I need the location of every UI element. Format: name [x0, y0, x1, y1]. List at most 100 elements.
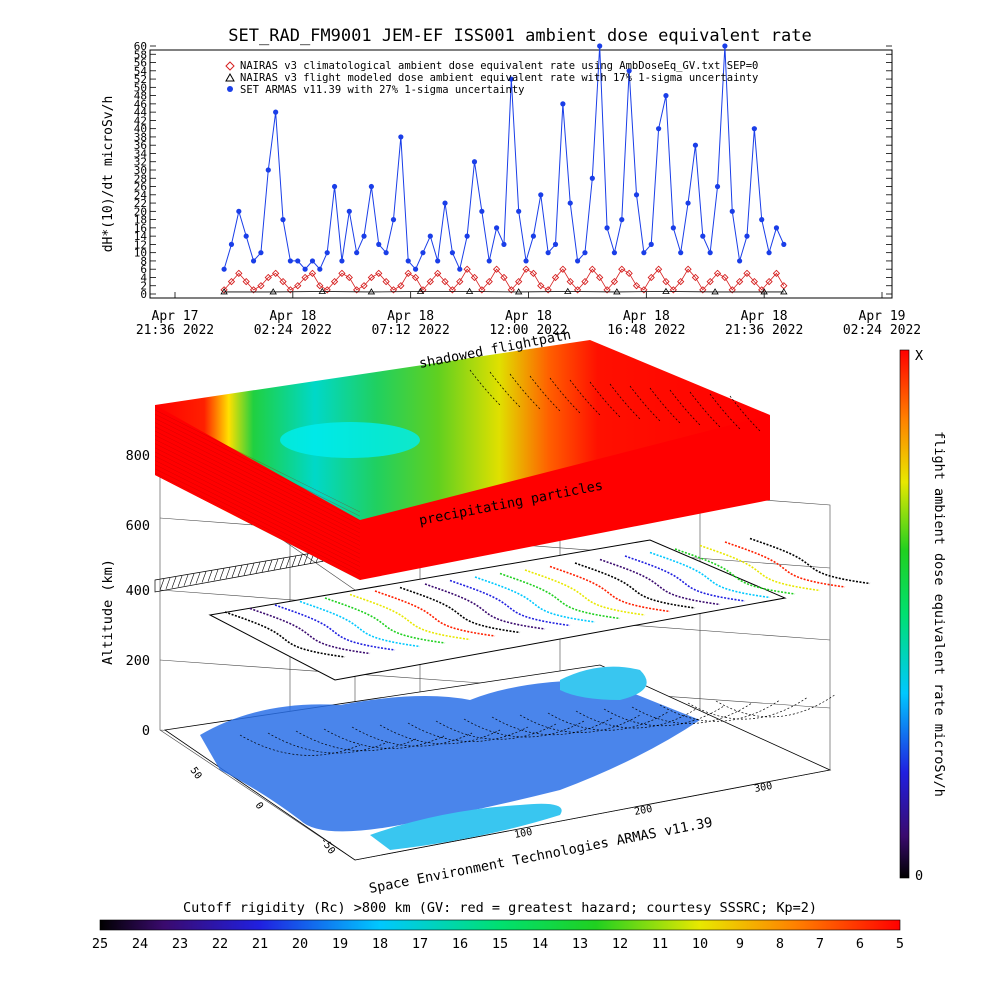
series-point-climatological: [470, 273, 479, 282]
series-point-climatological: [316, 282, 324, 290]
colorbar-bottom-label: 0: [915, 868, 923, 884]
legend-entry-nairas-climatological: NAIRAS v3 climatological ambient dose eq…: [240, 60, 758, 72]
series-point-armas: [361, 233, 367, 239]
slab-hatch-line: [154, 430, 361, 534]
series-point-flight: [367, 288, 376, 295]
series-point-armas: [501, 241, 507, 247]
series-point-armas: [560, 101, 566, 107]
series-point-armas: [486, 258, 492, 264]
bottom-colorbar-label: Cutoff rigidity (Rc) >800 km (GV: red = …: [183, 900, 817, 916]
altitude-tick-label: 800: [126, 448, 150, 464]
series-point-climatological: [441, 277, 449, 286]
series-point-armas: [626, 68, 632, 74]
x-tick-label-time: 12:00 2022: [489, 323, 567, 338]
bottom-colorbar-tick: 5: [896, 936, 904, 952]
series-point-climatological: [640, 286, 648, 294]
series-point-armas: [243, 233, 249, 239]
series-point-climatological: [654, 265, 663, 273]
series-point-armas: [722, 43, 728, 49]
bottom-colorbar-tick: 22: [212, 936, 228, 952]
series-point-climatological: [765, 277, 773, 286]
y-tick-label: 46: [134, 98, 147, 111]
dose-rate-chart: SET_RAD_FM9001 JEM-EF ISS001 ambient dos…: [101, 26, 921, 338]
slab-track: [569, 379, 601, 416]
series-point-armas: [457, 266, 463, 272]
series-point-armas: [493, 225, 500, 231]
series-point-armas: [420, 250, 426, 256]
y-tick-label: 24: [134, 189, 148, 202]
altitude-tick-label: 200: [126, 653, 150, 669]
bottom-colorbar-tick: 11: [652, 936, 668, 952]
slab-track: [609, 383, 641, 420]
series-point-armas: [538, 192, 544, 198]
slab-hatch-line: [154, 426, 361, 530]
series-point-climatological: [463, 265, 471, 273]
series-point-climatological: [610, 277, 619, 286]
series-point-climatological: [323, 286, 331, 294]
series-point-armas: [714, 183, 721, 190]
series-point-armas: [567, 200, 573, 206]
x-tick-label-time: 02:24 2022: [843, 323, 921, 338]
series-point-flight: [711, 288, 719, 295]
circle-marker-icon: [227, 86, 233, 92]
series-point-armas: [236, 208, 242, 214]
shadow-hatch-line: [225, 567, 231, 579]
series-point-climatological: [257, 282, 265, 290]
bottom-colorbar-tick: 24: [132, 936, 148, 952]
right-colorbar: X 0 flight ambient dose equivalent rate …: [899, 348, 947, 884]
y-tick-label: 22: [134, 197, 147, 210]
series-point-armas: [309, 258, 316, 264]
series-point-armas: [589, 175, 595, 181]
series-point-armas: [287, 258, 293, 264]
series-point-climatological: [551, 273, 560, 282]
series-point-climatological: [345, 273, 353, 282]
slab-hatch-line: [154, 472, 361, 576]
slab-hatch-line: [154, 447, 361, 551]
series-point-flight: [613, 288, 621, 295]
shadow-hatch-line: [201, 571, 207, 583]
bottom-colorbar-tick: 12: [612, 936, 628, 952]
longitude-ticks: 100 200 300: [513, 781, 773, 841]
y-tick-label: 38: [134, 131, 147, 144]
series-point-armas: [368, 183, 374, 190]
series-point-climatological: [728, 286, 736, 294]
series-point-climatological: [286, 286, 295, 294]
series-point-climatological: [596, 273, 604, 282]
series-point-flight: [564, 287, 572, 294]
chart-title: SET_RAD_FM9001 JEM-EF ISS001 ambient dos…: [228, 26, 811, 46]
bottom-colorbar-gradient: [99, 919, 901, 931]
slab-hatch-line: [154, 468, 361, 572]
right-colorbar-label: flight ambient dose equivalent rate micr…: [931, 431, 947, 797]
longitude-tick-label: 100: [513, 827, 533, 841]
series-point-armas: [663, 93, 669, 99]
slab-hatch-line: [154, 439, 361, 542]
bottom-colorbar-tick: 8: [776, 936, 784, 952]
series-point-armas: [390, 217, 397, 223]
series-point-armas: [405, 258, 411, 264]
y-tick-label: 14: [134, 230, 148, 243]
southern-landmass: [370, 803, 562, 850]
y-tick-label: 48: [134, 90, 147, 103]
shadow-hatch-line: [255, 562, 261, 574]
series-point-armas: [280, 217, 286, 223]
series-point-climatological: [279, 277, 287, 286]
slab-track: [629, 385, 661, 422]
series-point-climatological: [382, 277, 390, 286]
series-point-climatological: [735, 277, 744, 286]
series-point-flight: [269, 288, 277, 295]
series-point-armas: [751, 126, 757, 132]
series-point-armas: [471, 159, 478, 165]
shadow-hatch-line: [213, 569, 219, 581]
slab-hatch-line: [154, 434, 361, 538]
series-point-climatological: [492, 265, 501, 273]
series-point-armas: [354, 250, 360, 256]
y-tick-label: 10: [134, 247, 147, 260]
series-layer: [220, 43, 788, 295]
colorbar-top-label: X: [915, 348, 923, 364]
shadow-hatch-line: [159, 578, 165, 591]
series-point-armas: [759, 217, 765, 223]
bottom-colorbar-tick: 15: [492, 936, 508, 952]
series-point-climatological: [662, 277, 670, 286]
